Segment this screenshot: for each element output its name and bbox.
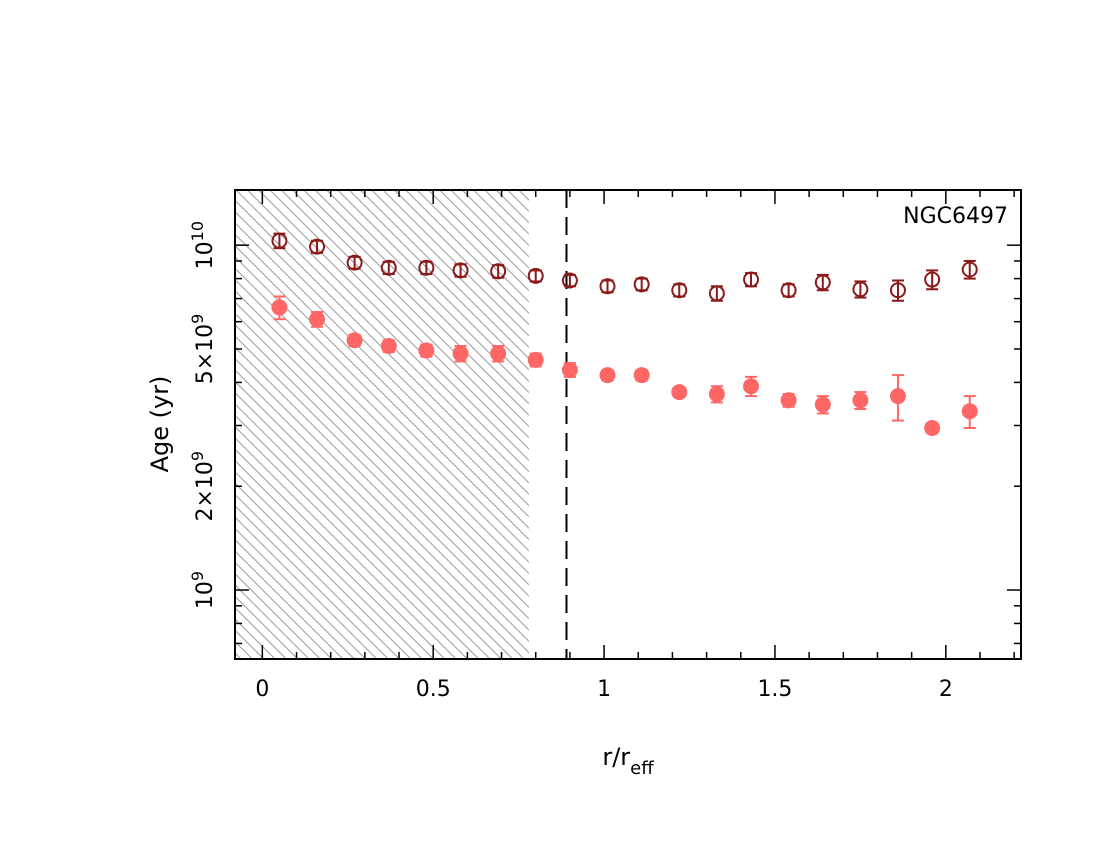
open-point-marker [380,259,397,276]
open-point-marker [924,271,941,288]
data-point [346,254,363,271]
data-point [346,332,363,349]
open-point-marker [599,278,616,295]
open-point-marker [271,232,288,249]
data-point [852,280,869,299]
filled-point-marker [418,342,435,359]
data-point [599,278,616,295]
data-point [889,374,906,422]
x-tick-label: 2 [939,677,953,702]
filled-point-marker [814,396,831,413]
open-point-marker [527,267,544,284]
data-point [889,279,906,302]
x-axis-title: r/reff [602,743,654,779]
data-point [814,273,831,292]
data-point [527,267,544,284]
open-point-marker [743,271,760,288]
open-point-marker [852,281,869,298]
y-tick-label: 109 [188,571,218,609]
open-point-marker [490,263,507,280]
x-tick-label: 0 [255,677,269,702]
filled-point-marker [671,384,688,401]
data-point [780,282,797,299]
data-point [671,384,688,401]
data-point [452,262,469,279]
data-point [380,259,397,276]
data-point [633,276,650,293]
data-point [309,311,326,328]
data-point [527,351,544,368]
y-axis-title: Age (yr) [146,376,174,473]
data-point [743,375,760,398]
open-point-marker [633,276,650,293]
x-tick-labels: 0 0.5 1 1.5 2 [255,677,952,702]
open-point-marker [780,282,797,299]
open-point-marker [452,262,469,279]
filled-point-marker [561,361,578,378]
open-point-marker [561,272,578,289]
filled-point-marker [599,367,616,384]
filled-point-marker [346,332,363,349]
open-point-marker [309,238,326,255]
filled-point-marker [633,367,650,384]
data-point [418,342,435,359]
data-point [271,295,288,321]
axis-ticks [235,190,1021,659]
data-point [814,395,831,415]
y-tick-label: 2×109 [188,451,218,522]
open-point-marker [346,254,363,271]
plot-frame [234,189,1022,660]
data-point [599,367,616,384]
data-point [490,345,507,363]
filled-point-marker [924,420,941,437]
filled-point-marker [780,392,797,409]
data-point [961,395,978,430]
data-point [780,392,797,409]
filled-point-marker [889,388,906,405]
open-point-marker [814,274,831,291]
data-point [418,259,435,276]
data-point [309,238,326,255]
x-tick-label: 0.5 [416,677,451,702]
excluded-region-hatch [235,190,529,659]
y-tick-label: 1010 [188,221,218,269]
data-point [743,271,760,288]
galaxy-annotation: NGC6497 [903,204,1008,229]
data-points [271,232,978,437]
open-point-marker [671,282,688,299]
data-point [708,285,725,302]
data-point [852,391,869,410]
data-point [380,338,397,355]
data-point [561,272,578,289]
filled-point-marker [961,403,978,420]
open-point-marker [889,282,906,299]
data-point [452,345,469,363]
data-point [671,282,688,299]
filled-point-marker [271,299,288,316]
open-point-marker [708,285,725,302]
data-point [561,361,578,378]
filled-point-marker [852,392,869,409]
open-point-marker [961,261,978,278]
filled-point-marker [490,345,507,362]
data-point [271,232,288,250]
filled-point-marker [743,378,760,395]
filled-point-marker [452,345,469,362]
data-point [490,263,507,280]
y-tick-label: 5×109 [188,314,218,385]
filled-point-marker [309,311,326,328]
open-point-marker [418,259,435,276]
filled-point-marker [527,351,544,368]
data-point [708,385,725,404]
x-tick-label: 1 [597,677,611,702]
data-point [961,259,978,280]
filled-point-marker [380,338,397,355]
data-point [924,269,941,291]
x-tick-label: 1.5 [757,677,792,702]
data-point [633,367,650,384]
filled-point-marker [708,386,725,403]
y-tick-labels: 109 2×109 5×109 1010 [188,221,218,609]
data-point [924,420,941,437]
